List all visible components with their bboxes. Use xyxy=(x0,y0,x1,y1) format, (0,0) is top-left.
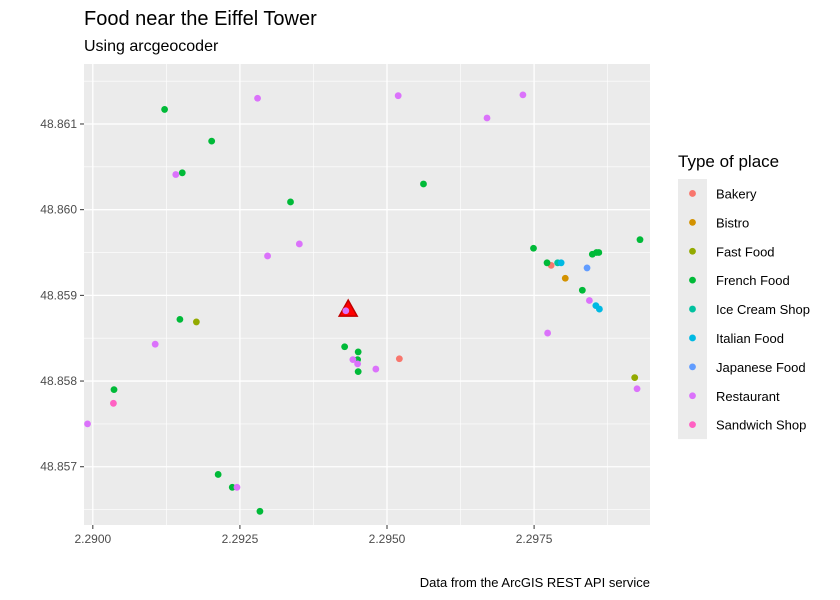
plot-panel xyxy=(84,64,650,525)
point-italian-food-0 xyxy=(557,259,565,267)
legend-swatch-0 xyxy=(689,190,696,197)
point-restaurant-7 xyxy=(151,340,159,348)
x-tick-label-1: 2.2925 xyxy=(222,532,259,546)
point-french-food-1 xyxy=(208,137,216,145)
point-french-food-5 xyxy=(176,315,184,323)
legend-swatch-7 xyxy=(689,392,696,400)
point-french-food-10 xyxy=(341,343,349,351)
point-restaurant-4 xyxy=(172,171,180,178)
point-restaurant-2 xyxy=(483,114,491,122)
legend-label-4: Ice Cream Shop xyxy=(716,302,810,317)
x-tick-label-2: 2.2950 xyxy=(369,532,406,546)
y-tick-label-2: 48.859 xyxy=(40,288,77,302)
chart-title: Food near the Eiffel Tower xyxy=(84,8,317,30)
axis-ticks: 2.2900 2.2925 2.2950 2.2975 48.857 48.858 48.8… xyxy=(40,117,552,546)
x-tick-label-3: 2.2975 xyxy=(516,532,553,546)
x-tick-label-0: 2.2900 xyxy=(74,532,111,546)
point-fast-food-0 xyxy=(192,318,200,326)
point-restaurant-8 xyxy=(84,420,91,428)
point-french-food-18 xyxy=(595,249,603,256)
point-french-food-15 xyxy=(543,259,551,267)
point-japanese-food-0 xyxy=(583,264,591,272)
point-fast-food-1 xyxy=(631,374,639,382)
point-restaurant-5 xyxy=(264,252,271,260)
point-restaurant-12 xyxy=(372,365,380,373)
point-bistro-0 xyxy=(561,274,569,282)
legend-swatch-4 xyxy=(689,305,696,313)
legend-swatch-2 xyxy=(689,247,696,255)
data-points xyxy=(84,91,644,515)
legend-title: Type of place xyxy=(678,152,779,171)
point-french-food-3 xyxy=(287,198,294,206)
point-restaurant-10 xyxy=(349,356,357,364)
point-french-food-2 xyxy=(178,169,186,177)
point-french-food-19 xyxy=(578,286,586,294)
point-bakery-0 xyxy=(395,355,403,363)
legend-label-3: French Food xyxy=(716,273,790,288)
y-tick-label-1: 48.858 xyxy=(40,374,77,388)
point-restaurant-14 xyxy=(544,329,552,337)
point-restaurant-0 xyxy=(254,94,261,102)
legend-label-0: Bakery xyxy=(716,186,757,201)
point-italian-food-2 xyxy=(596,305,603,313)
legend-label-1: Bistro xyxy=(716,215,749,230)
legend-swatch-8 xyxy=(689,421,696,429)
point-restaurant-13 xyxy=(342,307,350,315)
y-tick-label-3: 48.860 xyxy=(40,203,77,217)
point-french-food-14 xyxy=(530,244,537,252)
point-french-food-7 xyxy=(214,471,222,478)
chart-caption: Data from the ArcGIS REST API service xyxy=(420,575,650,590)
point-french-food-13 xyxy=(354,368,362,376)
point-restaurant-11 xyxy=(354,360,361,368)
point-restaurant-6 xyxy=(295,240,303,248)
point-restaurant-3 xyxy=(519,91,527,99)
point-restaurant-15 xyxy=(585,297,593,304)
chart-subtitle: Using arcgeocoder xyxy=(84,38,219,55)
legend-label-5: Italian Food xyxy=(716,331,784,346)
point-french-food-4 xyxy=(420,180,427,188)
point-french-food-6 xyxy=(110,386,118,394)
legend-label-7: Restaurant xyxy=(716,389,780,404)
point-restaurant-1 xyxy=(394,92,402,100)
legend-swatch-5 xyxy=(689,334,696,342)
legend-swatch-6 xyxy=(689,363,696,371)
point-french-food-9 xyxy=(256,507,264,515)
legend-label-6: Japanese Food xyxy=(716,360,806,375)
legend-swatch-1 xyxy=(689,218,696,226)
legend-label-2: Fast Food xyxy=(716,244,775,259)
legend: Type of place Bakery Bistro Fast Food French… xyxy=(678,152,810,440)
legend-label-8: Sandwich Shop xyxy=(716,418,806,433)
legend-swatch-3 xyxy=(689,276,696,284)
point-french-food-0 xyxy=(161,106,169,113)
point-sandwich-shop-0 xyxy=(110,399,117,407)
point-restaurant-16 xyxy=(633,385,641,393)
point-french-food-8 xyxy=(228,483,236,491)
y-tick-label-0: 48.857 xyxy=(40,460,77,474)
point-french-food-11 xyxy=(354,348,362,356)
point-restaurant-9 xyxy=(233,483,241,491)
grid-lines xyxy=(84,64,650,525)
y-tick-label-4: 48.861 xyxy=(40,117,77,131)
point-french-food-20 xyxy=(636,236,644,244)
